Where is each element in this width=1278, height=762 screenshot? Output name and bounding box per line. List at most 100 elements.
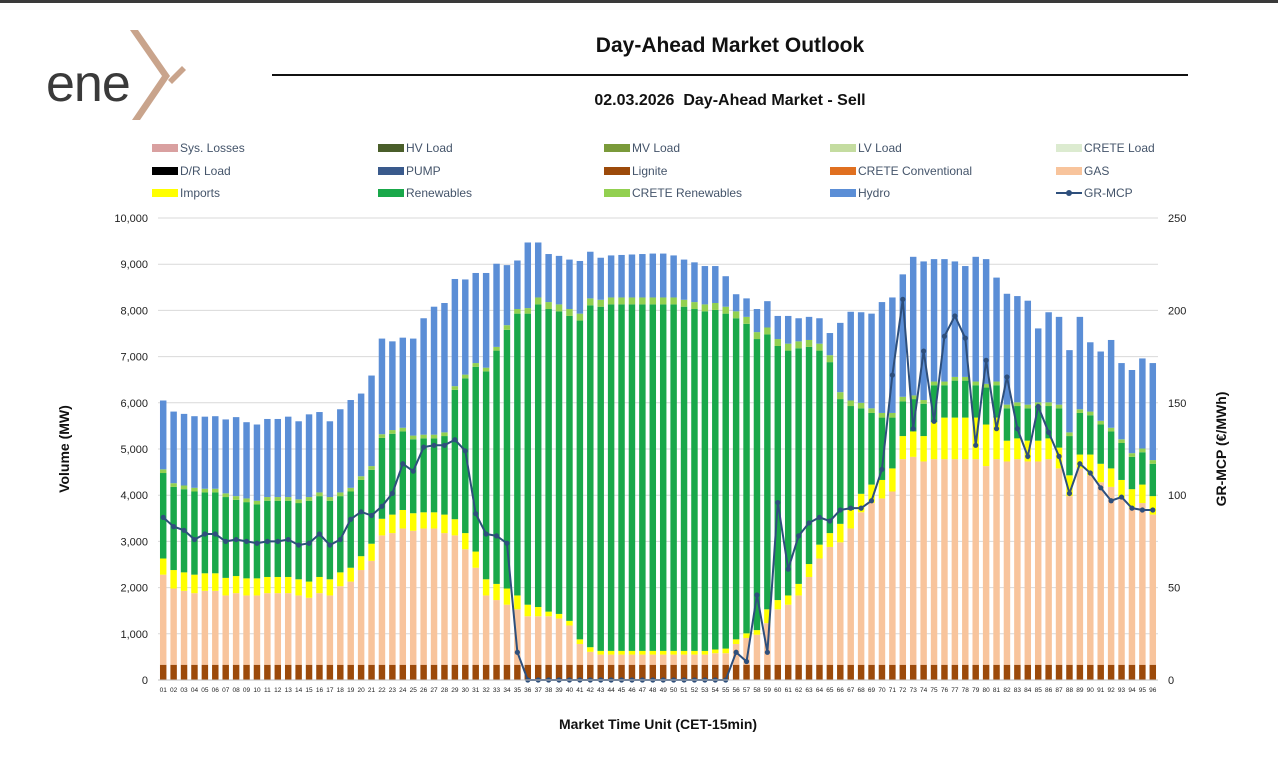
bar-hydro bbox=[1003, 293, 1011, 405]
bar-imports bbox=[993, 417, 1000, 460]
bar-hydro bbox=[503, 265, 511, 326]
gr-mcp-point bbox=[379, 503, 385, 509]
bar-renewables bbox=[524, 313, 532, 605]
bar-hydro bbox=[159, 400, 167, 470]
bar-renewables bbox=[1087, 415, 1094, 455]
bar-crete-renewables bbox=[191, 487, 198, 492]
bar-crete-renewables bbox=[909, 395, 917, 400]
bar-crete-renewables bbox=[420, 434, 427, 439]
bar-crete-renewables bbox=[805, 339, 813, 347]
gr-mcp-point bbox=[212, 531, 218, 537]
bar-lignite bbox=[1107, 664, 1115, 680]
bar-gas bbox=[212, 590, 219, 665]
bar-imports bbox=[1118, 479, 1125, 499]
bar-hydro bbox=[826, 333, 834, 356]
bar-hydro bbox=[212, 416, 219, 489]
bar-imports bbox=[253, 578, 261, 596]
legend-label-crete-load: CRETE Load bbox=[1084, 141, 1155, 155]
bar-hydro bbox=[691, 262, 698, 303]
bar-crete-renewables bbox=[576, 313, 584, 321]
x-tick-label: 63 bbox=[805, 687, 813, 694]
bar-crete-renewables bbox=[930, 381, 938, 386]
x-tick-label: 16 bbox=[316, 687, 324, 694]
bar-crete-renewables bbox=[274, 497, 282, 501]
x-tick-label: 35 bbox=[514, 687, 522, 694]
bar-crete-renewables bbox=[826, 355, 834, 363]
bar-lignite bbox=[503, 664, 511, 680]
bar-lignite bbox=[201, 664, 209, 680]
bar-crete-renewables bbox=[1055, 404, 1063, 409]
x-tick-label: 72 bbox=[899, 687, 907, 694]
bar-renewables bbox=[868, 412, 875, 485]
bar-lignite bbox=[837, 664, 844, 680]
x-tick-label: 05 bbox=[201, 687, 209, 694]
bar-renewables bbox=[732, 318, 740, 640]
bar-hydro bbox=[857, 312, 865, 403]
bar-hydro bbox=[1107, 339, 1115, 428]
bar-lignite bbox=[909, 664, 917, 680]
y2-tick-label: 150 bbox=[1168, 398, 1186, 410]
bar-imports bbox=[378, 518, 386, 536]
bar-crete-renewables bbox=[1128, 453, 1136, 457]
bar-gas bbox=[305, 597, 313, 665]
x-tick-label: 03 bbox=[180, 687, 188, 694]
bar-lignite bbox=[326, 664, 334, 680]
bar-crete-renewables bbox=[982, 383, 990, 388]
bar-gas bbox=[847, 528, 854, 665]
bar-gas bbox=[451, 535, 459, 665]
bar-imports bbox=[409, 513, 417, 531]
legend-label-hydro: Hydro bbox=[858, 186, 890, 200]
gr-mcp-point bbox=[389, 490, 395, 496]
bar-gas bbox=[1076, 468, 1084, 665]
bar-gas bbox=[1045, 459, 1052, 665]
bar-crete-renewables bbox=[253, 500, 261, 505]
bar-lignite bbox=[1066, 664, 1073, 680]
bar-hydro bbox=[899, 274, 907, 397]
bar-lignite bbox=[982, 664, 990, 680]
logo-wordmark: ene bbox=[46, 55, 131, 113]
bar-crete-renewables bbox=[368, 466, 375, 470]
bar-crete-renewables bbox=[503, 325, 511, 330]
gr-mcp-point bbox=[1129, 505, 1135, 511]
bar-lignite bbox=[514, 664, 521, 680]
x-tick-label: 90 bbox=[1087, 687, 1095, 694]
gr-mcp-point bbox=[358, 509, 364, 515]
bar-hydro bbox=[420, 318, 427, 435]
x-tick-label: 08 bbox=[233, 687, 241, 694]
bar-lignite bbox=[545, 664, 552, 680]
gr-mcp-point bbox=[962, 335, 968, 341]
bar-lignite bbox=[305, 664, 313, 680]
x-tick-label: 45 bbox=[618, 687, 626, 694]
bar-crete-renewables bbox=[357, 476, 365, 480]
bar-renewables bbox=[659, 304, 667, 651]
bar-imports bbox=[920, 436, 927, 462]
bar-crete-renewables bbox=[555, 304, 563, 312]
bar-crete-renewables bbox=[618, 297, 625, 305]
bar-lignite bbox=[587, 664, 594, 680]
bar-lignite bbox=[337, 664, 344, 680]
x-tick-label: 09 bbox=[243, 687, 251, 694]
bar-lignite bbox=[451, 664, 459, 680]
bar-gas bbox=[795, 595, 802, 665]
x-tick-label: 53 bbox=[701, 687, 709, 694]
bar-lignite bbox=[972, 664, 979, 680]
bar-imports bbox=[837, 523, 844, 543]
bar-gas bbox=[253, 595, 261, 665]
bar-renewables bbox=[847, 406, 854, 510]
bar-crete-renewables bbox=[566, 309, 573, 316]
x-tick-label: 92 bbox=[1108, 687, 1116, 694]
bar-imports bbox=[597, 650, 604, 655]
bar-renewables bbox=[972, 385, 979, 418]
bar-renewables bbox=[774, 345, 782, 601]
gr-mcp-point bbox=[1035, 403, 1041, 410]
bar-gas bbox=[462, 549, 469, 665]
bar-crete-renewables bbox=[889, 412, 896, 418]
bar-hydro bbox=[534, 242, 542, 298]
bar-renewables bbox=[743, 323, 750, 634]
bar-renewables bbox=[1034, 406, 1042, 441]
bar-crete-renewables bbox=[753, 332, 761, 340]
bar-lignite bbox=[243, 664, 250, 680]
gr-mcp-point bbox=[900, 296, 906, 302]
legend-label-d-r-load: D/R Load bbox=[180, 164, 231, 178]
bar-gas bbox=[659, 654, 667, 665]
